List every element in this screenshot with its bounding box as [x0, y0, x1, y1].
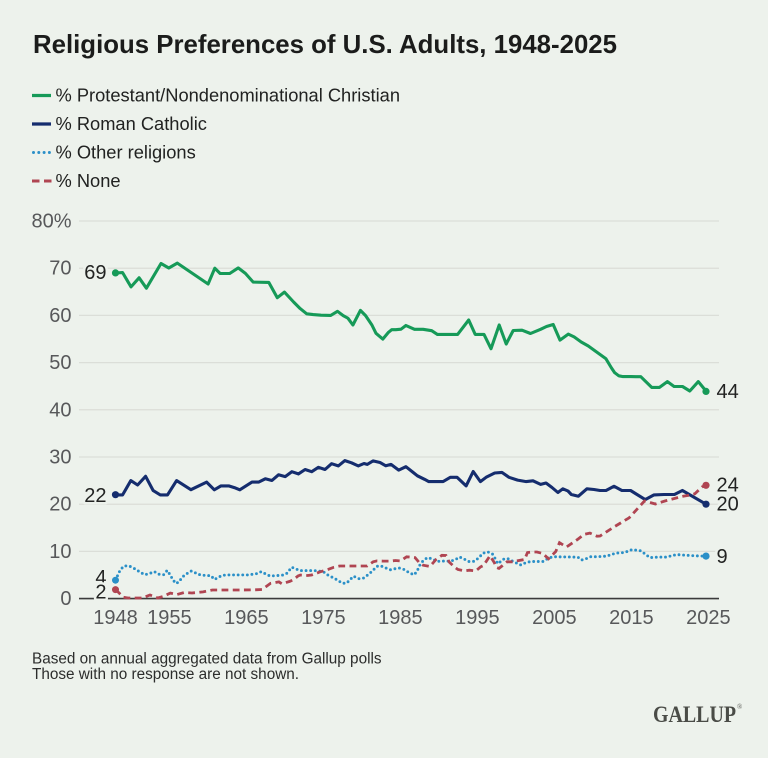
svg-text:% None: % None — [56, 170, 121, 191]
svg-text:1955: 1955 — [147, 607, 192, 629]
svg-text:2025: 2025 — [686, 607, 731, 629]
svg-text:GALLUP: GALLUP — [653, 702, 736, 728]
svg-text:20: 20 — [49, 494, 71, 516]
svg-text:% Roman Catholic: % Roman Catholic — [56, 113, 207, 134]
svg-text:0: 0 — [60, 588, 71, 610]
svg-text:44: 44 — [717, 381, 739, 403]
svg-text:10: 10 — [49, 541, 71, 563]
svg-text:1975: 1975 — [301, 607, 346, 629]
svg-text:Religious Preferences of U.S.: Religious Preferences of U.S. Adults, 19… — [33, 31, 617, 59]
svg-text:Based on annual aggregated dat: Based on annual aggregated data from Gal… — [32, 651, 382, 668]
svg-text:80%: 80% — [31, 211, 71, 233]
svg-text:9: 9 — [717, 546, 728, 568]
svg-text:20: 20 — [717, 494, 739, 516]
svg-text:1965: 1965 — [224, 607, 269, 629]
svg-text:1985: 1985 — [378, 607, 423, 629]
svg-text:Those with no response are not: Those with no response are not shown. — [32, 666, 299, 683]
svg-text:2: 2 — [95, 582, 106, 604]
svg-text:70: 70 — [49, 258, 71, 280]
svg-text:24: 24 — [717, 474, 739, 496]
svg-text:2005: 2005 — [532, 607, 577, 629]
svg-text:22: 22 — [84, 485, 106, 507]
svg-text:% Protestant/Nondenominational: % Protestant/Nondenominational Christian — [56, 84, 401, 105]
svg-text:1948: 1948 — [93, 607, 138, 629]
svg-text:% Other religions: % Other religions — [56, 141, 196, 162]
svg-text:®: ® — [737, 703, 743, 711]
svg-text:50: 50 — [49, 352, 71, 374]
svg-text:40: 40 — [49, 399, 71, 421]
svg-text:30: 30 — [49, 447, 71, 469]
svg-text:69: 69 — [84, 262, 106, 284]
svg-text:4: 4 — [95, 567, 106, 589]
svg-text:2015: 2015 — [609, 607, 654, 629]
svg-text:1995: 1995 — [455, 607, 500, 629]
svg-text:60: 60 — [49, 305, 71, 327]
